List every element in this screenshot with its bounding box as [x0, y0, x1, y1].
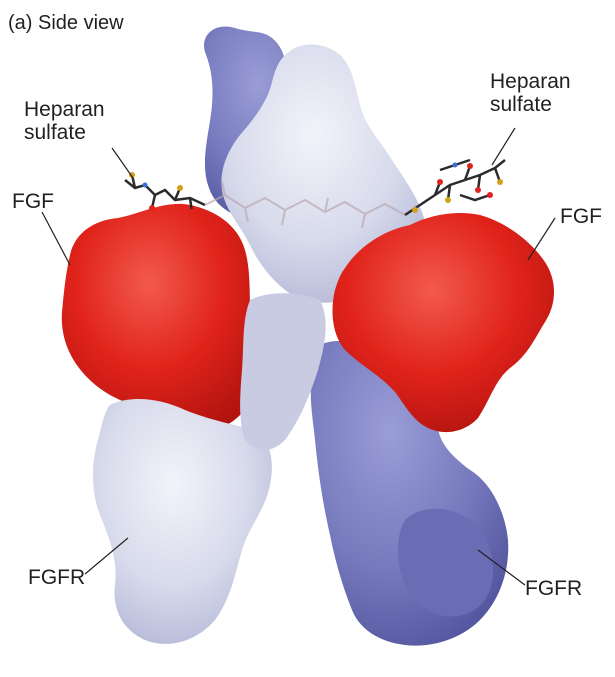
- label-heparan-right-line1: Heparan: [490, 70, 571, 93]
- label-heparan-left-line2: sulfate: [24, 121, 86, 144]
- figure-title: (a) Side view: [8, 12, 124, 34]
- leader-heparan-right: [491, 127, 516, 166]
- heparan-sulfate-right-atoms: [412, 162, 503, 213]
- leader-lines: [41, 127, 556, 586]
- label-fgfr-right: FGFR: [525, 577, 583, 600]
- label-fgf-right: FGF: [560, 205, 602, 228]
- label-fgfr-left: FGFR: [28, 566, 86, 589]
- fgf-right: [332, 213, 555, 433]
- leader-heparan-left: [111, 147, 134, 179]
- fgfr-light-lower: [93, 398, 272, 644]
- leader-fgf-right: [527, 217, 556, 261]
- leader-fgfr-left: [84, 537, 129, 575]
- label-heparan-right-line2: sulfate: [490, 93, 552, 116]
- fgfr-light-stem: [240, 293, 326, 451]
- leader-fgfr-right: [477, 549, 526, 586]
- fgfr-light-upper: [221, 44, 427, 303]
- fgf-left: [61, 203, 257, 431]
- label-heparan-sulfate-right: Heparan sulfate: [490, 70, 571, 116]
- heparan-sulfate-center: [204, 181, 406, 229]
- label-fgf-left: FGF: [12, 190, 54, 213]
- heparan-sulfate-left: [124, 174, 206, 213]
- fgfr-dark-knob: [397, 508, 494, 617]
- leader-fgf-left: [41, 211, 71, 266]
- label-heparan-sulfate-left: Heparan sulfate: [24, 98, 105, 144]
- heparan-sulfate-right: [404, 158, 506, 217]
- label-heparan-left-line1: Heparan: [24, 98, 105, 121]
